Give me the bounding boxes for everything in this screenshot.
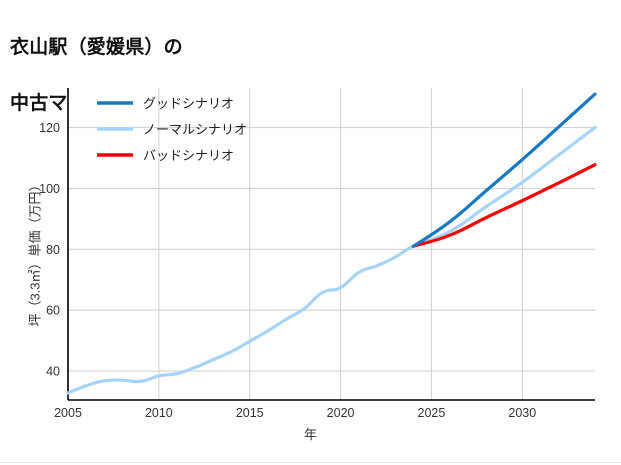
legend-label: グッドシナリオ	[143, 96, 234, 111]
plot-background	[68, 88, 595, 400]
series-line-ノーマルシナリオ	[66, 125, 597, 395]
y-tick-labels: 40 60 80 100 120	[39, 121, 60, 379]
y-tick-label: 80	[46, 243, 60, 257]
x-tick-labels: 2005 2010 2015 2020 2025 2030	[54, 406, 536, 420]
x-tick-label: 2020	[327, 406, 355, 420]
legend-label: ノーマルシナリオ	[143, 122, 247, 137]
x-tick-label: 2005	[54, 406, 82, 420]
series-line-バッドシナリオ	[411, 163, 597, 248]
x-tick-label: 2025	[418, 406, 446, 420]
x-tick-label: 2030	[508, 406, 536, 420]
x-tick-label: 2010	[145, 406, 173, 420]
horizontal-gridlines	[68, 127, 595, 372]
y-tick-label: 40	[46, 365, 60, 379]
y-tick-label: 100	[39, 182, 60, 196]
y-axis-title: 坪（3.3㎡）単価（万円）	[27, 178, 43, 327]
series-line-グッドシナリオ	[411, 92, 597, 248]
legend-label: バッドシナリオ	[143, 148, 234, 163]
chart-title-line-1: 衣山駅（愛媛県）の	[10, 37, 183, 59]
y-tick-label: 120	[39, 121, 60, 135]
bottom-divider	[0, 462, 621, 463]
x-axis-title: 年	[303, 427, 317, 442]
y-tick-label: 60	[46, 304, 60, 318]
x-tick-label: 2015	[236, 406, 264, 420]
data-series-layer	[66, 92, 597, 395]
